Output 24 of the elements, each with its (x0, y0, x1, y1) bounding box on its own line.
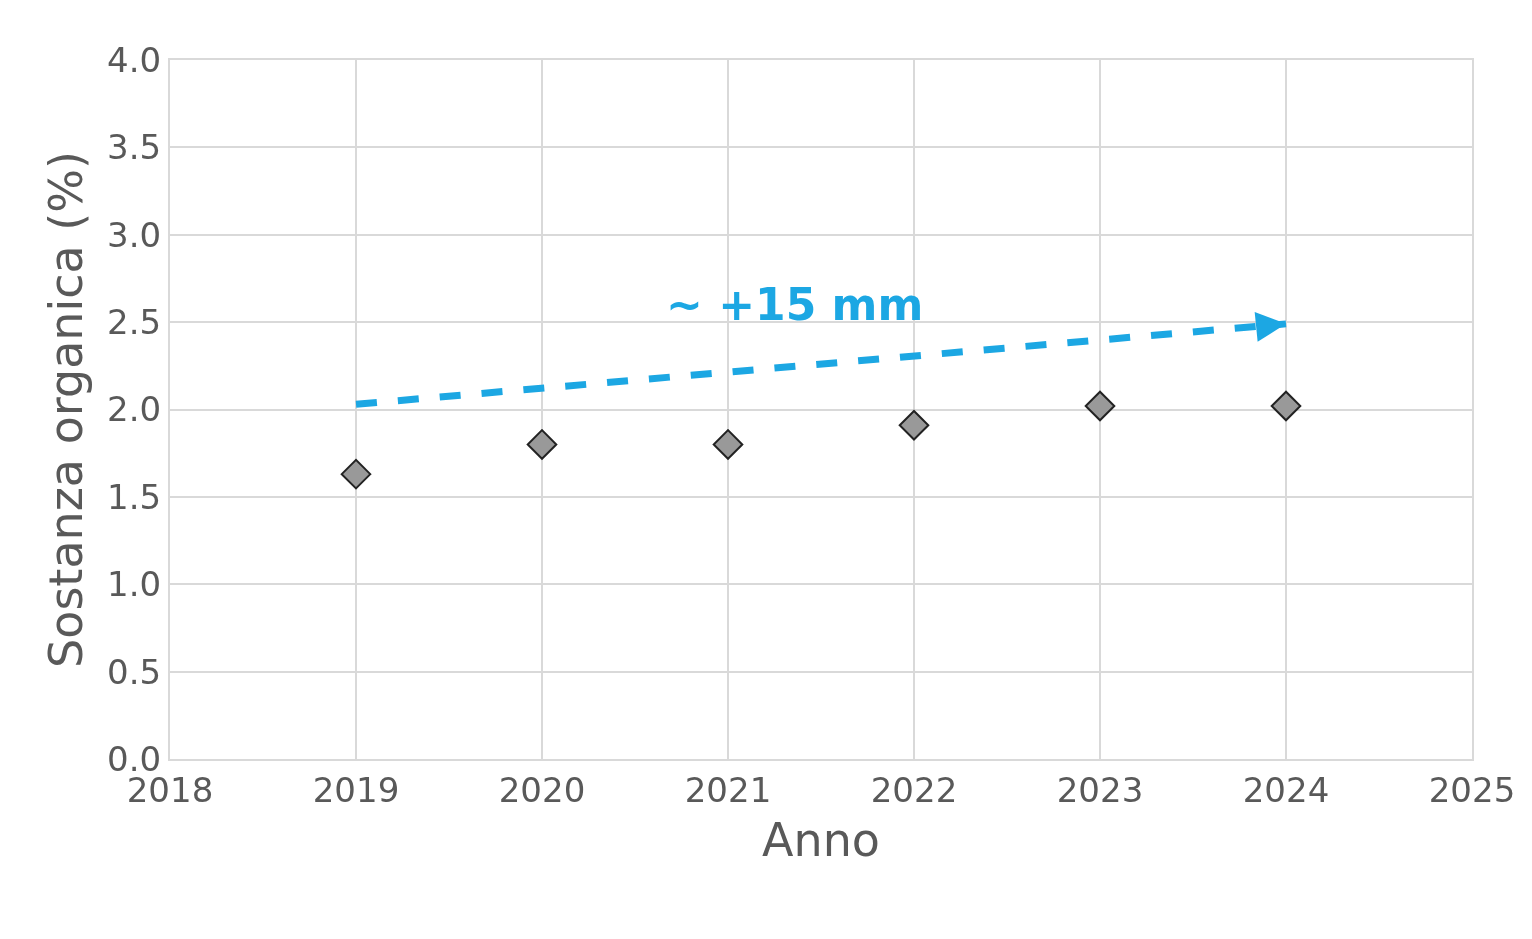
y-tick-label: 2.0 (107, 389, 162, 430)
point (898, 409, 930, 441)
y-tick-label: 2.5 (107, 302, 162, 343)
x-tick-label: 2023 (1056, 769, 1144, 810)
y-tick-label: 3.0 (107, 214, 162, 255)
y-tick-label: 1.0 (107, 564, 162, 605)
x-tick-label: 2019 (312, 769, 400, 810)
x-tick-label: 2021 (684, 769, 772, 810)
x-tick-label: 2020 (498, 769, 586, 810)
point (1084, 390, 1116, 422)
point (526, 429, 558, 460)
annotation: ~ +15 mm (666, 279, 924, 330)
x-tick-label: 2024 (1242, 769, 1330, 810)
y-tick-label: 0.5 (107, 651, 162, 692)
x-tick-label: 2022 (870, 769, 958, 810)
y-tick-label: 1.5 (107, 476, 162, 517)
point (712, 429, 744, 460)
x-tick-label: 2025 (1428, 769, 1516, 810)
y-tick-label: 3.5 (107, 127, 162, 168)
point (1270, 390, 1302, 422)
point (340, 458, 372, 490)
x-axis-title: Anno (762, 813, 880, 867)
y-tick-label: 4.0 (107, 39, 162, 80)
y-axis-title: Sostanza organica (%) (39, 151, 94, 668)
